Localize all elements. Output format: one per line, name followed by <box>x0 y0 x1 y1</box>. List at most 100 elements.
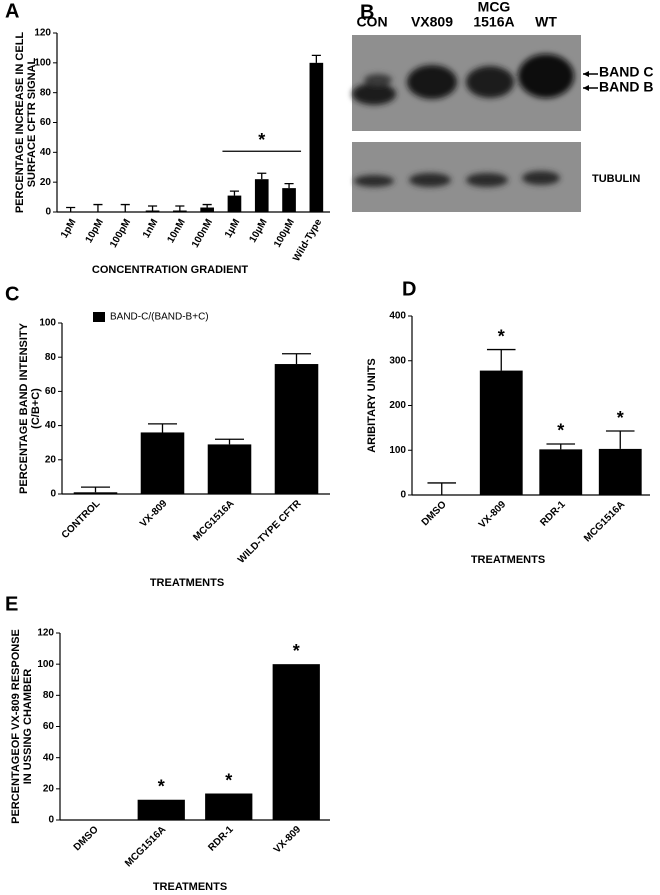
error-bar <box>175 205 185 211</box>
x-tick-label: 100nM <box>190 217 215 249</box>
x-tick-label: DMSO <box>72 824 101 853</box>
x-tick-label: 100µM <box>272 217 297 249</box>
y-tick-label: 60 <box>43 721 55 732</box>
x-tick-label: RDR-1 <box>538 499 568 529</box>
y-axis-label: PERCENTAGE BAND INTENSITY <box>18 322 30 494</box>
significance-star: * <box>557 421 564 441</box>
y-axis-label: IN USSING CHAMBER <box>22 669 34 785</box>
x-tick-label: MCG1516A <box>191 498 236 543</box>
y-tick-label: 300 <box>389 355 406 366</box>
x-tick-label: VX-809 <box>138 498 170 530</box>
chart-panel: A 0 20 40 60 80 100 120 PERCENTAGE INCREASE IN C… <box>5 0 330 276</box>
error-bar <box>281 353 312 365</box>
bar <box>140 432 185 494</box>
bar <box>282 188 296 212</box>
error-bar <box>120 203 130 212</box>
error-bar <box>486 348 516 371</box>
bar <box>73 492 118 494</box>
x-axis-label: CONCENTRATION GRADIENT <box>92 264 249 276</box>
bar <box>173 210 187 212</box>
x-tick-label: DMSO <box>420 499 449 528</box>
bar <box>137 799 185 820</box>
bar <box>200 207 214 212</box>
bar <box>598 448 642 495</box>
error-bar <box>427 482 457 495</box>
lane-label: MCG <box>478 0 511 15</box>
y-tick-label: 60 <box>45 386 57 397</box>
error-bar <box>605 430 635 449</box>
arrow-head <box>583 71 589 77</box>
error-bar <box>229 190 239 196</box>
y-tick-label: 0 <box>48 815 54 826</box>
y-tick-label: 40 <box>43 752 55 763</box>
y-tick-label: 20 <box>40 177 52 188</box>
y-tick-label: 100 <box>34 57 51 68</box>
band-label: BAND B <box>599 79 653 95</box>
y-tick-label: 40 <box>45 420 57 431</box>
y-tick-label: 20 <box>45 454 57 465</box>
x-tick-label: 1nM <box>141 217 161 240</box>
legend-swatch <box>93 312 105 322</box>
y-axis-label: PERCENTAGEOF VX-809 RESPONSE <box>10 629 22 824</box>
x-tick-label: MCG1516A <box>582 499 627 544</box>
bar <box>274 364 319 494</box>
panel-label: A <box>5 0 19 22</box>
x-axis-label: TREATMENTS <box>471 554 545 566</box>
x-tick-label: 100pM <box>108 217 133 249</box>
y-axis-label: SURFACE CFTR SIGNAL <box>26 57 38 187</box>
y-tick-label: 0 <box>50 489 56 500</box>
y-tick-label: 120 <box>34 28 51 39</box>
y-tick-label: 80 <box>43 690 55 701</box>
significance-star: * <box>617 408 624 428</box>
error-bar <box>80 486 111 493</box>
x-tick-label: 10pM <box>84 217 106 245</box>
bar <box>145 210 160 212</box>
bar <box>479 370 523 495</box>
y-axis-label: PERCENTAGE INCREASE IN CELL <box>14 32 26 214</box>
x-tick-label: VX-809 <box>272 824 304 856</box>
y-tick-label: 80 <box>45 352 57 363</box>
y-tick-label: 40 <box>40 147 52 158</box>
lane-label: VX809 <box>411 14 453 30</box>
error-bar <box>147 423 178 433</box>
panel-label: E <box>5 593 18 615</box>
x-tick-label: 10nM <box>165 217 187 245</box>
y-tick-label: 0 <box>45 207 51 218</box>
y-tick-label: 60 <box>40 117 52 128</box>
significance-star: * <box>158 776 165 796</box>
significance-star: * <box>225 770 232 790</box>
significance-star: * <box>293 641 300 661</box>
y-axis-label: (C/B+C) <box>30 388 42 429</box>
bar <box>205 793 253 820</box>
y-tick-label: 100 <box>39 318 56 329</box>
lane-label: CON <box>356 14 387 30</box>
significance-star: * <box>498 326 505 346</box>
x-tick-label: CONTROL <box>60 498 103 541</box>
legend-label: BAND-C/(BAND-B+C) <box>110 312 209 323</box>
x-tick-label: 1µM <box>223 217 242 240</box>
error-bar <box>214 438 245 445</box>
chart-panel: C 0 20 40 60 80 100 PERCENTAGE BAND INTENSITY (C… <box>5 283 330 589</box>
error-bar <box>93 203 103 212</box>
chart-panel: E 0 20 40 60 80 100 120 PERCENTAGEOF VX-809 RESP… <box>5 593 330 893</box>
y-tick-label: 400 <box>389 311 406 322</box>
x-tick-label: RDR-1 <box>206 824 236 854</box>
panel-label: D <box>402 278 416 300</box>
band-label: BAND C <box>599 64 653 80</box>
y-tick-label: 120 <box>37 628 54 639</box>
error-bar <box>202 203 212 208</box>
western-blot: B CON VX809 MCG 1516A WT BAND C BAND B T… <box>352 0 653 212</box>
bar <box>272 664 320 820</box>
y-tick-label: 100 <box>389 445 406 456</box>
x-tick-label: MCG1516A <box>123 824 168 869</box>
x-axis-label: TREATMENTS <box>153 881 227 893</box>
bar <box>539 449 583 495</box>
bar <box>254 179 269 212</box>
error-bar <box>257 172 267 180</box>
x-tick-label: 10µM <box>247 217 269 244</box>
error-bar <box>311 54 321 63</box>
lane-label: 1516A <box>473 14 514 30</box>
error-bar <box>66 206 76 212</box>
bar <box>207 444 252 494</box>
